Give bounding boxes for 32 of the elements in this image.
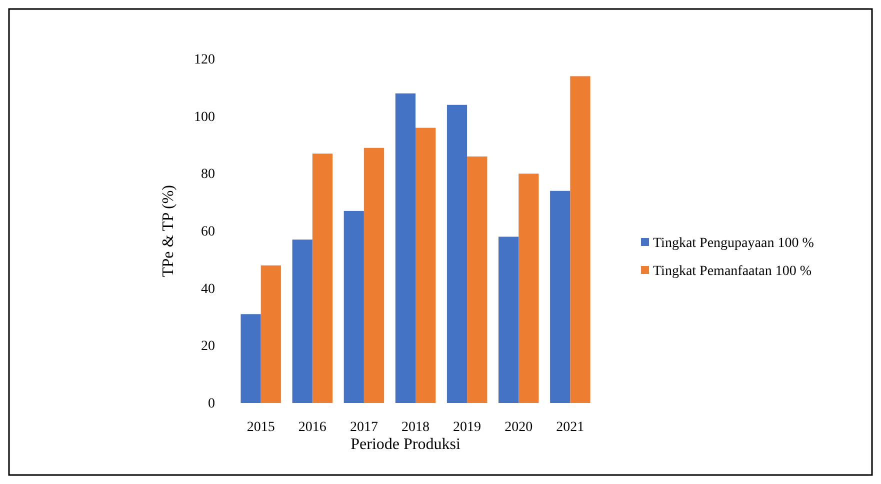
bar (395, 93, 416, 403)
x-tick-label: 2015 (246, 420, 275, 435)
y-tick-label: 0 (208, 396, 215, 412)
bar (570, 76, 590, 403)
x-tick-label: 2019 (453, 420, 482, 435)
x-tick-label: 2020 (504, 420, 533, 435)
bar (312, 154, 332, 403)
legend-label: Tingkat Pemanfaatan 100 % (653, 264, 812, 279)
bar (344, 210, 364, 403)
bar (467, 156, 488, 403)
y-tick-label: 40 (201, 282, 215, 297)
x-tick-label: 2018 (402, 420, 430, 435)
bar (498, 236, 519, 403)
bar (292, 240, 312, 403)
x-tick-label: 2016 (298, 420, 326, 435)
y-tick-label: 80 (201, 167, 215, 182)
bar (416, 128, 436, 403)
y-tick-label: 20 (201, 339, 215, 354)
y-tick-label: 120 (194, 52, 215, 68)
bar (260, 265, 281, 403)
bar (550, 190, 570, 403)
bar (518, 174, 539, 403)
bar (364, 148, 384, 403)
x-tick-label: 2017 (350, 420, 378, 435)
y-axis-title: TPe & TP (%) (160, 185, 177, 277)
y-tick-label: 60 (201, 224, 215, 240)
x-axis-title: Periode Produksi (350, 436, 461, 453)
bar (240, 314, 261, 403)
bar (446, 104, 468, 403)
x-tick-label: 2021 (556, 420, 584, 435)
y-tick-label: 100 (194, 110, 215, 125)
legend-label: Tingkat Pengupayaan 100 % (653, 236, 814, 251)
